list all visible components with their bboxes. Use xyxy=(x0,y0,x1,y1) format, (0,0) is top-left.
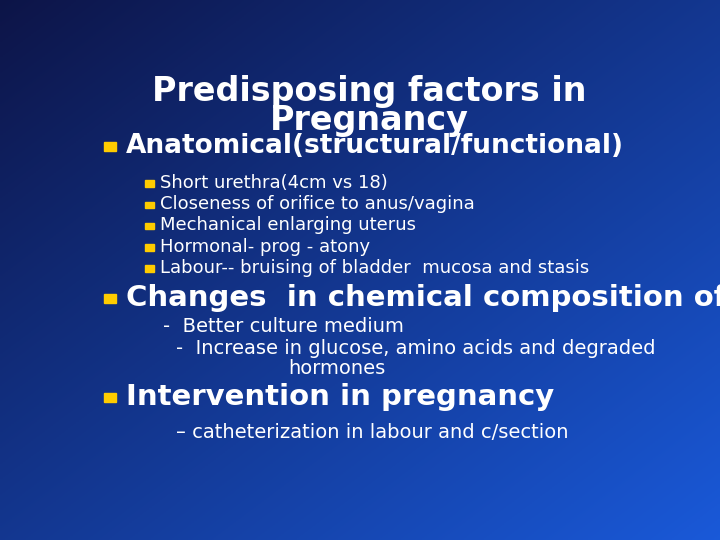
Text: Mechanical enlarging uterus: Mechanical enlarging uterus xyxy=(160,217,415,234)
Text: Changes  in chemical composition of urine: Changes in chemical composition of urine xyxy=(126,285,720,313)
Text: Short urethra(4cm vs 18): Short urethra(4cm vs 18) xyxy=(160,174,387,192)
Bar xyxy=(145,223,153,230)
Bar xyxy=(145,180,153,187)
Text: Hormonal- prog - atony: Hormonal- prog - atony xyxy=(160,238,370,255)
Text: Labour-- bruising of bladder  mucosa and stasis: Labour-- bruising of bladder mucosa and … xyxy=(160,259,589,276)
Bar xyxy=(104,141,116,151)
Bar xyxy=(104,393,116,402)
Bar xyxy=(145,265,153,272)
Bar xyxy=(145,201,153,208)
Text: Intervention in pregnancy: Intervention in pregnancy xyxy=(126,383,554,411)
Text: -  Better culture medium: - Better culture medium xyxy=(163,318,403,336)
Text: Pregnancy: Pregnancy xyxy=(269,104,469,137)
Text: Closeness of orifice to anus/vagina: Closeness of orifice to anus/vagina xyxy=(160,195,474,213)
Text: Predisposing factors in: Predisposing factors in xyxy=(152,75,586,108)
Text: Anatomical(structural/functional): Anatomical(structural/functional) xyxy=(126,133,624,159)
Text: -  Increase in glucose, amino acids and degraded: - Increase in glucose, amino acids and d… xyxy=(176,339,656,358)
Text: hormones: hormones xyxy=(288,359,385,378)
Bar xyxy=(104,294,116,303)
Bar xyxy=(145,244,153,251)
Text: – catheterization in labour and c/section: – catheterization in labour and c/sectio… xyxy=(176,423,569,442)
